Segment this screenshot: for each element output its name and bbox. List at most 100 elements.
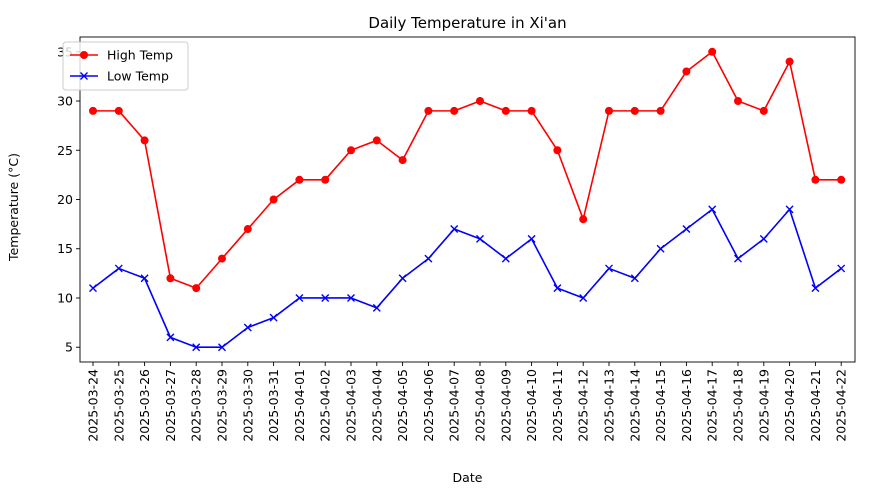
x-tick-label: 2025-04-01 — [292, 369, 307, 442]
data-point-low — [89, 284, 97, 293]
y-tick-label: 20 — [57, 192, 73, 207]
data-point-low — [656, 244, 665, 253]
data-point-low — [295, 293, 304, 302]
data-point-high — [501, 106, 510, 115]
data-point-high — [759, 106, 768, 115]
y-tick-label: 30 — [57, 94, 73, 109]
data-point-low — [192, 343, 201, 352]
data-point-low — [630, 274, 639, 283]
data-point-low — [347, 293, 355, 302]
x-tick-label: 2025-04-03 — [344, 369, 359, 442]
legend-marker-low — [80, 72, 88, 80]
data-point-high — [114, 106, 123, 115]
x-tick-label: 2025-04-21 — [808, 369, 823, 442]
x-axis: 2025-03-24 2025-03-25 2025-03-26 2025-03-27… — [86, 362, 849, 442]
data-point-low — [785, 205, 794, 214]
data-point-high — [243, 225, 252, 234]
data-point-high — [192, 284, 201, 293]
x-tick-label: 2025-03-30 — [240, 369, 255, 442]
x-tick-label: 2025-04-13 — [602, 369, 617, 442]
data-point-low — [218, 343, 226, 352]
data-point-high — [734, 97, 742, 106]
data-point-high — [656, 106, 665, 115]
x-tick-label: 2025-03-25 — [111, 369, 126, 442]
x-tick-label: 2025-04-09 — [498, 369, 513, 442]
data-point-low — [501, 254, 510, 263]
legend: High Temp Low Temp — [62, 41, 189, 91]
data-point-high — [295, 175, 304, 184]
chart-title: Daily Temperature in Xi'an — [368, 14, 566, 32]
data-point-low — [476, 234, 484, 243]
data-point-low — [734, 254, 742, 263]
data-point-high — [347, 146, 355, 155]
series-line-high — [93, 50, 842, 289]
x-tick-label: 2025-03-28 — [189, 369, 204, 442]
x-tick-label: 2025-04-07 — [447, 369, 462, 442]
x-tick-label: 2025-04-02 — [318, 369, 333, 442]
x-tick-label: 2025-03-29 — [215, 369, 230, 442]
data-point-low — [140, 274, 149, 283]
data-point-low — [166, 333, 175, 342]
data-point-high — [708, 47, 717, 56]
data-point-low — [682, 225, 691, 234]
x-tick-label: 2025-04-05 — [395, 369, 410, 442]
x-tick-label: 2025-04-15 — [653, 369, 668, 442]
x-tick-label: 2025-04-04 — [369, 369, 384, 442]
x-tick-label: 2025-04-11 — [550, 369, 565, 442]
data-point-high — [837, 175, 846, 184]
data-point-low — [321, 293, 330, 302]
legend-marker-high — [80, 51, 88, 59]
data-point-low — [398, 274, 407, 283]
data-point-high — [579, 215, 588, 224]
data-point-low — [114, 264, 123, 273]
y-tick-label: 15 — [57, 241, 73, 256]
x-tick-label: 2025-04-19 — [756, 369, 771, 442]
x-tick-label: 2025-04-18 — [731, 369, 746, 442]
y-axis: 5101520253035 — [57, 44, 80, 355]
data-point-low — [243, 323, 252, 332]
data-point-high — [140, 136, 149, 145]
data-point-high — [785, 57, 794, 66]
data-point-low — [372, 303, 381, 312]
data-point-low — [759, 234, 768, 243]
x-tick-label: 2025-03-24 — [86, 369, 101, 442]
data-point-high — [605, 106, 613, 115]
data-point-high — [476, 97, 484, 106]
data-point-low — [811, 284, 820, 293]
data-point-high — [811, 175, 820, 184]
data-point-high — [682, 67, 691, 76]
legend-label-low: Low Temp — [107, 69, 169, 84]
plot-series — [89, 47, 846, 352]
data-point-high — [450, 106, 459, 115]
x-tick-label: 2025-04-14 — [627, 369, 642, 442]
x-tick-label: 2025-03-27 — [163, 369, 178, 442]
data-point-high — [372, 136, 381, 145]
data-point-low — [450, 225, 459, 234]
data-point-low — [553, 284, 562, 293]
data-point-high — [218, 254, 226, 263]
x-tick-label: 2025-04-08 — [473, 369, 488, 442]
data-point-high — [89, 106, 97, 115]
data-point-high — [321, 175, 330, 184]
series-line-low — [92, 208, 842, 349]
data-point-high — [630, 106, 639, 115]
data-point-high — [553, 146, 562, 155]
y-tick-label: 25 — [57, 143, 73, 158]
data-point-high — [398, 156, 407, 165]
data-point-high — [269, 195, 278, 204]
data-point-low — [605, 264, 613, 273]
y-tick-label: 10 — [57, 290, 73, 305]
x-axis-label: Date — [453, 470, 483, 485]
data-point-low — [579, 293, 588, 302]
data-point-low — [269, 313, 278, 322]
data-point-low — [424, 254, 433, 263]
x-tick-label: 2025-03-26 — [137, 369, 152, 442]
x-tick-label: 2025-04-17 — [705, 369, 720, 442]
legend-box — [62, 41, 189, 91]
x-tick-label: 2025-03-31 — [266, 369, 281, 442]
x-tick-label: 2025-04-22 — [834, 369, 849, 442]
x-tick-label: 2025-04-12 — [576, 369, 591, 442]
data-point-high — [166, 274, 175, 283]
y-tick-label: 5 — [65, 340, 73, 355]
